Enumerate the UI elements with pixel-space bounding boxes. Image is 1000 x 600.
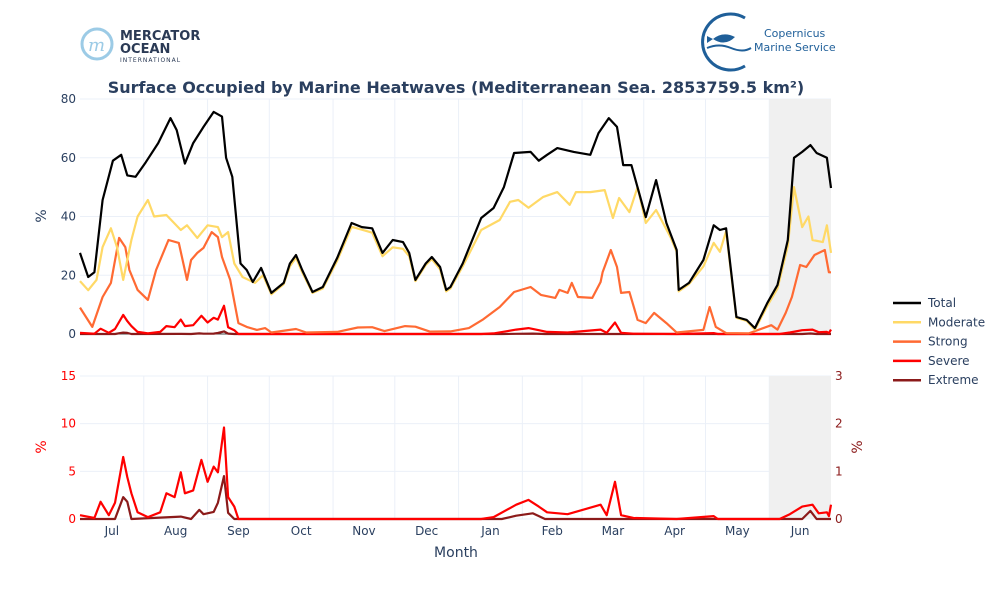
x-tick-label: Sep	[227, 524, 250, 538]
x-tick-label: Aug	[164, 524, 187, 538]
bottom-left-y-tick-label: 0	[68, 512, 76, 526]
top-y-tick-label: 80	[61, 92, 76, 106]
shaded-region-bottom	[769, 376, 831, 519]
x-tick-label: Nov	[352, 524, 375, 538]
svg-text:INTERNATIONAL: INTERNATIONAL	[120, 57, 181, 64]
bottom-right-y-tick-label: 3	[835, 369, 843, 383]
legend: Total Moderate Strong Severe Extreme	[893, 296, 985, 387]
x-tick-label: Apr	[664, 524, 685, 538]
bottom-right-y-axis-label: %	[850, 440, 866, 453]
bottom-right-y-tick-label: 1	[835, 464, 843, 478]
x-tick-label: Oct	[291, 524, 312, 538]
legend-label: Moderate	[928, 315, 985, 329]
svg-text:MERCATOR: MERCATOR	[120, 29, 200, 44]
top-y-tick-label: 20	[61, 268, 76, 282]
x-axis-label: Month	[434, 545, 478, 561]
x-tick-label: Jun	[790, 524, 810, 538]
svg-text:OCEAN: OCEAN	[120, 42, 170, 57]
copernicus-marine-logo: Copernicus Marine Service	[701, 12, 836, 72]
x-tick-label: Mar	[602, 524, 625, 538]
series-line-extreme-bottom-right	[80, 475, 831, 521]
bottom-right-y-tick-label: 0	[835, 512, 843, 526]
legend-item-extreme[interactable]: Extreme	[893, 373, 979, 387]
top-y-tick-label: 0	[68, 327, 76, 341]
bottom-left-y-tick-label: 15	[61, 369, 76, 383]
legend-item-severe[interactable]: Severe	[893, 354, 970, 368]
bottom-left-y-tick-label: 10	[61, 417, 76, 431]
chart-title: Surface Occupied by Marine Heatwaves (Me…	[108, 78, 805, 97]
series-line-severe-bottom-left	[79, 426, 833, 521]
legend-item-strong[interactable]: Strong	[893, 335, 968, 349]
legend-label: Severe	[928, 354, 970, 368]
svg-text:Copernicus: Copernicus	[764, 27, 826, 40]
x-tick-label: Jul	[104, 524, 119, 538]
x-tick-label: Feb	[542, 524, 563, 538]
legend-item-moderate[interactable]: Moderate	[893, 315, 985, 329]
series-line-total-top	[78, 110, 833, 330]
legend-label: Extreme	[928, 373, 979, 387]
bottom-left-y-axis-label: %	[34, 440, 50, 453]
svg-text:Marine Service: Marine Service	[754, 41, 836, 54]
svg-text:m: m	[88, 35, 105, 56]
top-y-axis-label: %	[34, 209, 50, 222]
legend-label: Strong	[928, 335, 968, 349]
legend-label: Total	[927, 296, 956, 310]
bottom-left-y-tick-label: 5	[68, 464, 76, 478]
bottom-right-y-tick-label: 2	[835, 417, 843, 431]
legend-item-total[interactable]: Total	[893, 296, 956, 310]
series-line-strong-top	[79, 231, 831, 335]
x-tick-label: Jan	[480, 524, 500, 538]
top-y-tick-label: 60	[61, 151, 76, 165]
mercator-ocean-logo: m MERCATOR OCEAN INTERNATIONAL	[80, 27, 200, 64]
x-tick-label: Dec	[415, 524, 438, 538]
top-y-tick-label: 40	[61, 210, 76, 224]
x-tick-label: May	[725, 524, 750, 538]
